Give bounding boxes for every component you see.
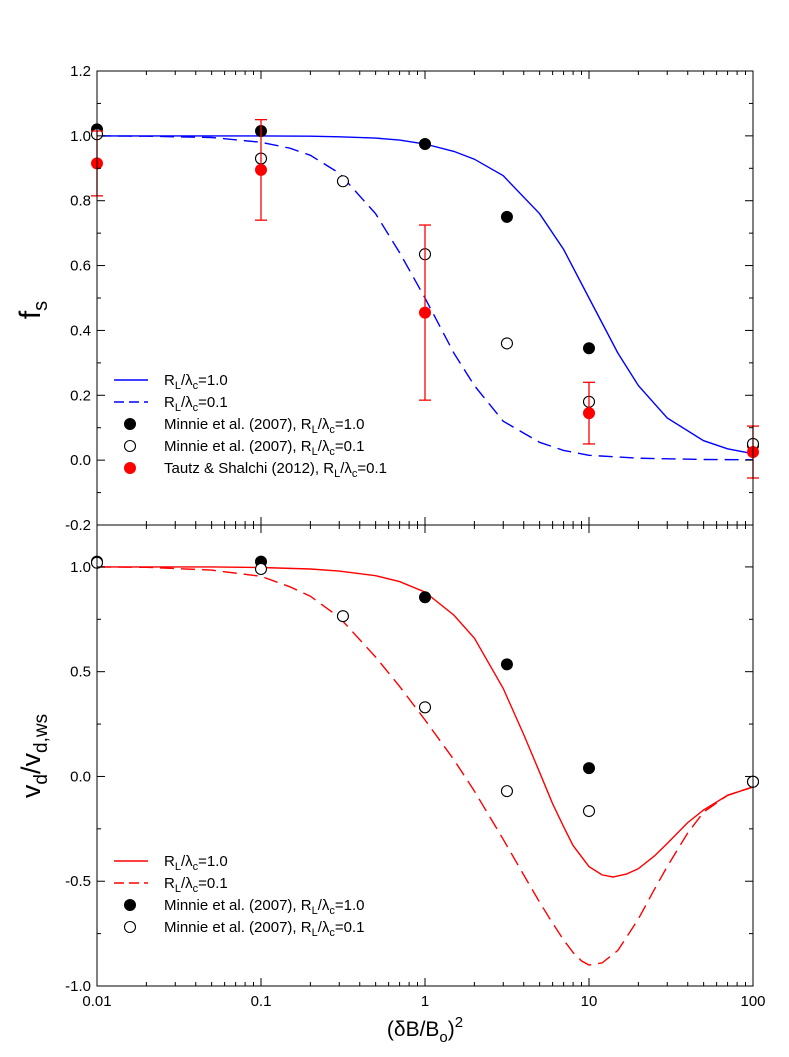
bottom-legend-label: Minnie et al. (2007), RL/λc=1.0: [164, 897, 365, 917]
top-legend-label: Tautz & Shalchi (2012), RL/λc=0.1: [164, 460, 387, 480]
top-y-tick-label: 0.4: [70, 322, 91, 339]
top-point-filled: [419, 137, 431, 150]
bottom-point-filled: [500, 658, 513, 671]
bottom-point-open: [336, 610, 349, 623]
top-y-tick-label: 0.6: [70, 258, 91, 275]
top-legend-red-symbol: [124, 462, 136, 474]
top-point-filled: [500, 210, 513, 223]
bottom-legend-label: RL/λc=0.1: [164, 875, 228, 895]
bottom-series-line-0: [97, 566, 754, 878]
bottom-y-axis-label: vd/vd,ws: [16, 714, 52, 798]
top-legend-label: Minnie et al. (2007), RL/λc=0.1: [164, 438, 365, 458]
x-tick-label: 10: [581, 993, 598, 1010]
top-point-red: [419, 306, 431, 319]
bottom-y-tick-label: -0.5: [65, 873, 91, 890]
x-tick-label: 1: [421, 993, 429, 1010]
top-series-line-0: [97, 135, 754, 455]
top-y-axis-label: fs: [14, 301, 52, 319]
top-y-tick-label: 0.8: [70, 193, 91, 210]
bottom-y-tick-label: 1.0: [70, 559, 91, 576]
top-point-open: [336, 175, 349, 188]
bottom-legend-label: Minnie et al. (2007), RL/λc=0.1: [164, 919, 365, 939]
bottom-legend-label: RL/λc=1.0: [164, 853, 228, 873]
bottom-legend-open-symbol: [123, 920, 137, 934]
bottom-point-open: [418, 701, 432, 714]
top-legend-label: RL/λc=0.1: [164, 394, 228, 414]
bottom-point-filled: [583, 762, 595, 775]
bottom-plot-frame: [96, 524, 754, 987]
top-point-open: [500, 337, 513, 350]
top-legend-label: RL/λc=1.0: [164, 372, 228, 392]
top-point-red: [583, 407, 595, 420]
top-y-tick-label: 1.2: [70, 63, 91, 80]
top-point-filled: [583, 342, 595, 355]
bottom-legend-filled-symbol: [124, 899, 136, 911]
top-legend-label: Minnie et al. (2007), RL/λc=1.0: [164, 416, 365, 436]
top-legend-open-symbol: [123, 439, 137, 453]
top-panel: 1.2 1.0 0.8 0.6 0.4 0.2 0.0 -0.2 RL/λc=1.0RL/λc…: [14, 63, 760, 534]
bottom-panel: 1.0 0.5 0.0 -0.5 -1.00.01 0.1 1 10 100 RL/λc=1.0…: [16, 524, 766, 1046]
bottom-y-tick-label: -1.0: [65, 978, 91, 995]
bottom-point-filled: [419, 591, 431, 604]
x-tick-label: 0.1: [251, 993, 272, 1010]
top-legend-filled-symbol: [124, 418, 136, 430]
bottom-series-line-1: [96, 566, 754, 966]
top-point-red: [255, 163, 267, 176]
top-y-tick-label: -0.2: [65, 517, 91, 534]
x-tick-label: 0.01: [82, 993, 111, 1010]
x-axis-label: (δB/Bo)2: [387, 1014, 463, 1046]
top-y-tick-label: 1.0: [70, 128, 91, 145]
x-tick-label: 100: [740, 993, 765, 1010]
bottom-point-open: [254, 562, 268, 576]
top-y-tick-label: 0.2: [70, 387, 91, 404]
bottom-point-open: [500, 785, 513, 798]
bottom-y-tick-label: 0.5: [70, 664, 91, 681]
bottom-point-open: [582, 804, 596, 818]
top-y-tick-label: 0.0: [70, 452, 91, 469]
bottom-y-tick-label: 0.0: [70, 768, 91, 785]
